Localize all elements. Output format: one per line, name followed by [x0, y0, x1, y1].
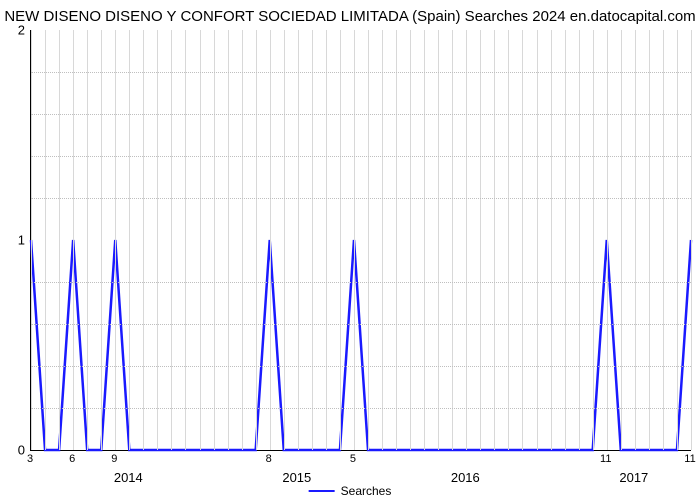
- x-value-label: 8: [266, 453, 272, 465]
- y-tick-label: 0: [18, 443, 25, 458]
- gridline-vertical: [87, 30, 88, 450]
- gridline-vertical: [551, 30, 552, 450]
- gridline-vertical: [466, 30, 467, 450]
- gridline-vertical: [256, 30, 257, 450]
- gridline-vertical: [129, 30, 130, 450]
- gridline-vertical: [200, 30, 201, 450]
- x-value-label: 11: [684, 453, 695, 465]
- gridline-vertical: [214, 30, 215, 450]
- gridline-vertical: [270, 30, 271, 450]
- chart-container: NEW DISENO DISENO Y CONFORT SOCIEDAD LIM…: [0, 0, 700, 500]
- gridline-horizontal-minor: [31, 324, 691, 325]
- gridline-vertical: [508, 30, 509, 450]
- gridline-vertical: [480, 30, 481, 450]
- x-value-label: 3: [27, 453, 33, 465]
- x-year-label: 2014: [114, 470, 143, 485]
- gridline-vertical: [565, 30, 566, 450]
- legend: Searches: [309, 484, 392, 498]
- gridline-vertical: [494, 30, 495, 450]
- gridline-vertical: [31, 30, 32, 450]
- gridline-horizontal-minor: [31, 198, 691, 199]
- gridline-vertical: [354, 30, 355, 450]
- gridline-vertical: [663, 30, 664, 450]
- gridline-vertical: [424, 30, 425, 450]
- chart-title: NEW DISENO DISENO Y CONFORT SOCIEDAD LIM…: [0, 8, 700, 25]
- gridline-vertical: [607, 30, 608, 450]
- x-value-label: 6: [69, 453, 75, 465]
- gridline-vertical: [326, 30, 327, 450]
- gridline-vertical: [579, 30, 580, 450]
- gridline-vertical: [438, 30, 439, 450]
- gridline-vertical: [382, 30, 383, 450]
- gridline-horizontal-minor: [31, 282, 691, 283]
- gridline-vertical: [677, 30, 678, 450]
- gridline-vertical: [621, 30, 622, 450]
- x-year-label: 2017: [619, 470, 648, 485]
- x-value-label: 9: [111, 453, 117, 465]
- legend-label: Searches: [341, 484, 392, 498]
- gridline-horizontal-minor: [31, 156, 691, 157]
- gridline-vertical: [115, 30, 116, 450]
- gridline-vertical: [101, 30, 102, 450]
- gridline-vertical: [185, 30, 186, 450]
- gridline-vertical: [635, 30, 636, 450]
- gridline-vertical: [522, 30, 523, 450]
- gridline-vertical: [298, 30, 299, 450]
- gridline-vertical: [228, 30, 229, 450]
- gridline-vertical: [368, 30, 369, 450]
- x-year-label: 2016: [451, 470, 480, 485]
- x-year-label: 2015: [282, 470, 311, 485]
- gridline-vertical: [45, 30, 46, 450]
- y-tick-label: 1: [18, 233, 25, 248]
- plot-area: [30, 30, 691, 451]
- gridline-vertical: [410, 30, 411, 450]
- gridline-horizontal-minor: [31, 114, 691, 115]
- x-value-label: 11: [600, 453, 611, 465]
- gridline-vertical: [284, 30, 285, 450]
- gridline-vertical: [73, 30, 74, 450]
- y-tick-label: 2: [18, 23, 25, 38]
- gridline-vertical: [171, 30, 172, 450]
- gridline-vertical: [312, 30, 313, 450]
- gridline-vertical: [143, 30, 144, 450]
- gridline-horizontal-minor: [31, 408, 691, 409]
- legend-swatch: [309, 490, 335, 492]
- gridline-vertical: [59, 30, 60, 450]
- gridline-vertical: [593, 30, 594, 450]
- gridline-vertical: [452, 30, 453, 450]
- gridline-vertical: [691, 30, 692, 450]
- gridline-vertical: [242, 30, 243, 450]
- x-value-label: 5: [350, 453, 356, 465]
- gridline-vertical: [396, 30, 397, 450]
- gridline-vertical: [340, 30, 341, 450]
- gridline-horizontal-minor: [31, 72, 691, 73]
- gridline-vertical: [649, 30, 650, 450]
- gridline-vertical: [537, 30, 538, 450]
- gridline-vertical: [157, 30, 158, 450]
- gridline-horizontal-minor: [31, 366, 691, 367]
